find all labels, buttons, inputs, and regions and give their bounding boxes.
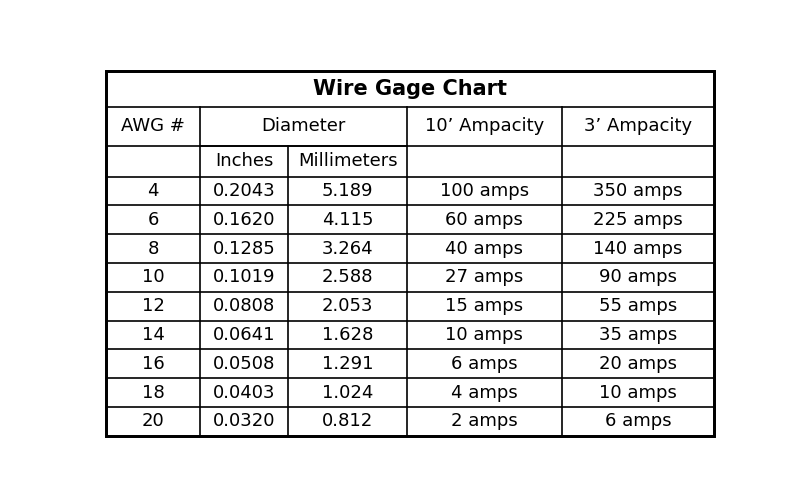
Text: 6 amps: 6 amps [451,355,518,373]
Text: 4: 4 [147,182,159,200]
Text: 0.0403: 0.0403 [213,384,276,402]
Text: Millimeters: Millimeters [298,152,398,170]
Text: 2 amps: 2 amps [451,412,518,430]
Text: 12: 12 [142,297,165,315]
Text: 4.115: 4.115 [322,211,374,229]
Text: 20: 20 [142,412,165,430]
Text: 0.1285: 0.1285 [213,240,276,257]
Text: 0.0808: 0.0808 [214,297,275,315]
Text: 10 amps: 10 amps [599,384,677,402]
Text: 6 amps: 6 amps [605,412,671,430]
Text: Diameter: Diameter [262,118,346,135]
Text: 1.628: 1.628 [322,326,374,344]
Text: 15 amps: 15 amps [446,297,523,315]
Text: 90 amps: 90 amps [599,268,677,287]
Text: 10 amps: 10 amps [446,326,523,344]
Text: 2.588: 2.588 [322,268,374,287]
Text: 3’ Ampacity: 3’ Ampacity [584,118,692,135]
Text: 1.024: 1.024 [322,384,374,402]
Text: Inches: Inches [215,152,274,170]
Text: 225 amps: 225 amps [593,211,682,229]
Text: 6: 6 [148,211,159,229]
Text: 35 amps: 35 amps [598,326,677,344]
Text: 2.053: 2.053 [322,297,374,315]
Text: 4 amps: 4 amps [451,384,518,402]
Text: 100 amps: 100 amps [440,182,529,200]
Text: 55 amps: 55 amps [598,297,677,315]
Text: 0.1019: 0.1019 [213,268,276,287]
Text: 10’ Ampacity: 10’ Ampacity [425,118,544,135]
Text: 350 amps: 350 amps [593,182,682,200]
Text: 1.291: 1.291 [322,355,374,373]
Text: Wire Gage Chart: Wire Gage Chart [313,79,507,99]
Text: 5.189: 5.189 [322,182,374,200]
Text: 27 amps: 27 amps [446,268,523,287]
Text: 18: 18 [142,384,165,402]
Text: 8: 8 [148,240,159,257]
Text: 0.0508: 0.0508 [214,355,276,373]
Text: 20 amps: 20 amps [599,355,677,373]
Text: 3.264: 3.264 [322,240,374,257]
Text: 60 amps: 60 amps [446,211,523,229]
Text: 140 amps: 140 amps [593,240,682,257]
Text: 40 amps: 40 amps [446,240,523,257]
Text: 0.2043: 0.2043 [213,182,276,200]
Text: 0.0641: 0.0641 [213,326,276,344]
Text: 16: 16 [142,355,165,373]
Text: 10: 10 [142,268,165,287]
Text: 0.0320: 0.0320 [213,412,276,430]
Text: AWG #: AWG # [122,118,186,135]
Text: 14: 14 [142,326,165,344]
Text: 0.1620: 0.1620 [213,211,276,229]
Text: 0.812: 0.812 [322,412,374,430]
